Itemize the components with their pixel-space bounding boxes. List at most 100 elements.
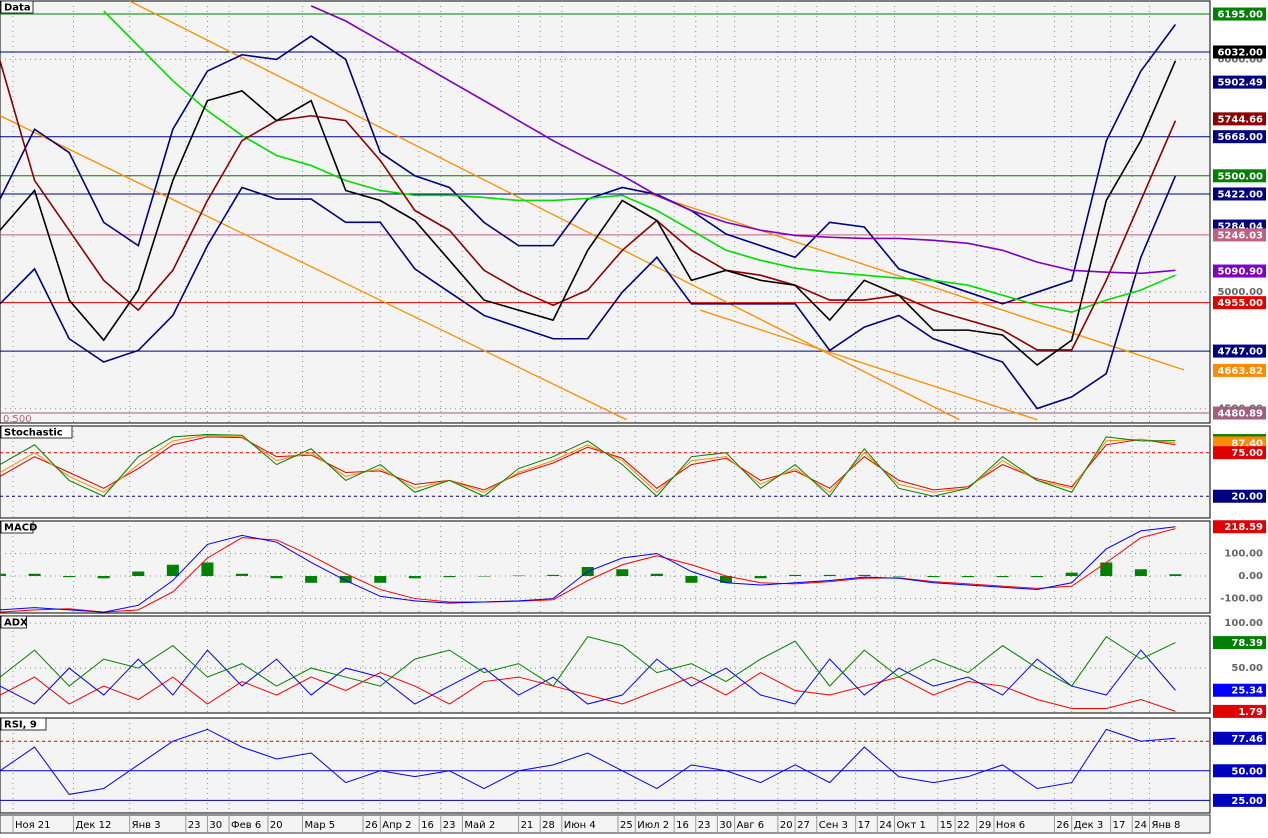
level-box — [1213, 363, 1266, 377]
x-tick-label: Май 2 — [464, 820, 495, 831]
x-tick-label: 27 — [797, 820, 810, 831]
x-tick-label: 16 — [676, 820, 689, 831]
histogram-bar — [478, 576, 490, 577]
x-tick-label: Ноя 21 — [15, 820, 51, 831]
x-tick-label: 22 — [957, 820, 970, 831]
panel-title-box — [0, 717, 47, 731]
series-line — [0, 175, 1177, 410]
level-label: 50.00 — [1231, 766, 1263, 777]
level-label: 5246.03 — [1217, 230, 1263, 241]
x-tick-label: 28 — [542, 820, 555, 831]
panel-title-box — [0, 615, 27, 629]
y-tick-label: 6000.00 — [1217, 54, 1263, 65]
y-tick-label: 5000.00 — [1217, 287, 1263, 298]
level-label: 5902.49 — [1217, 78, 1263, 89]
histogram-bar — [1169, 574, 1182, 577]
x-tick-label: Дек 3 — [1074, 820, 1104, 831]
x-tick-label: Ноя 6 — [996, 820, 1025, 831]
histogram-bar — [270, 576, 283, 579]
level-box — [1213, 130, 1266, 144]
series-line — [0, 528, 1176, 613]
histogram-bar — [616, 569, 629, 577]
histogram-bar — [97, 576, 110, 579]
level-box — [1213, 264, 1266, 278]
panel-title: Stochastic — [4, 428, 63, 439]
x-tick-label: 24 — [1134, 820, 1147, 831]
y-tick-label: 100.00 — [1224, 618, 1263, 629]
series-line — [0, 434, 1176, 493]
level-label: 6195.00 — [1217, 10, 1263, 21]
y-tick-label: -100.00 — [1220, 594, 1263, 605]
x-tick-label: Янв 8 — [1152, 820, 1181, 831]
series-line — [310, 5, 1176, 275]
y-tick-label: 0.00 — [1238, 571, 1263, 582]
x-tick-label: 21 — [521, 820, 534, 831]
panel-title-box — [0, 520, 34, 534]
histogram-bar — [28, 573, 41, 577]
histogram-bar — [858, 574, 871, 577]
annotation: 0.500 — [3, 414, 32, 425]
series-line — [0, 60, 1177, 351]
histogram-bar — [63, 576, 76, 578]
level-label: 5744.66 — [1217, 114, 1263, 125]
series-line — [0, 728, 1176, 795]
x-tick-label: 23 — [188, 820, 201, 831]
histogram-bar — [0, 573, 6, 577]
level-label: 87.40 — [1231, 438, 1263, 449]
x-tick-label: Мар 5 — [305, 820, 336, 831]
histogram-bar — [962, 576, 974, 578]
level-label: 5668.00 — [1217, 132, 1263, 143]
histogram-bar — [236, 573, 248, 577]
histogram-bar — [996, 576, 1009, 578]
x-tick-label: 16 — [421, 820, 434, 831]
level-box — [1213, 296, 1266, 310]
x-tick-label: 23 — [443, 820, 456, 831]
panel — [0, 616, 1210, 713]
x-tick-label: Фев 6 — [231, 820, 261, 831]
level-box — [1213, 636, 1266, 650]
level-label: 5284.04 — [1217, 222, 1263, 233]
panel-title: RSI, 9 — [4, 720, 37, 731]
level-box — [1213, 7, 1266, 21]
x-tick-label: 23 — [698, 820, 711, 831]
level-box — [1213, 520, 1266, 534]
x-tick-label: Окт 1 — [897, 820, 926, 831]
histogram-bar — [512, 575, 525, 577]
panel — [0, 718, 1210, 813]
x-tick-label: 20 — [270, 820, 283, 831]
panel-title: MACD — [4, 523, 37, 534]
x-tick-label: 15 — [940, 820, 953, 831]
level-box — [1213, 112, 1266, 126]
level-box — [1213, 344, 1266, 358]
histogram-bar — [685, 576, 698, 583]
histogram-bar — [408, 576, 421, 579]
level-label: 4747.00 — [1217, 347, 1263, 358]
histogram-bar — [201, 562, 214, 577]
x-tick-label: 17 — [1113, 820, 1126, 831]
level-label: 4663.82 — [1217, 366, 1263, 377]
level-box — [1213, 764, 1266, 778]
level-label: 6032.00 — [1217, 47, 1263, 58]
x-tick-label: Дек 12 — [75, 820, 111, 831]
histogram-bar — [1100, 562, 1113, 577]
level-label: 25.34 — [1231, 686, 1263, 697]
histogram-bar — [720, 576, 732, 583]
y-tick-label: 100.00 — [1224, 548, 1263, 559]
series-line — [0, 635, 1176, 687]
level-label: 5422.00 — [1217, 189, 1263, 200]
panel-background — [0, 717, 1211, 814]
y-tick-label: 50.00 — [1231, 663, 1263, 674]
level-box — [1213, 704, 1266, 718]
histogram-bar — [305, 576, 318, 583]
x-tick-label: 30 — [719, 820, 732, 831]
histogram-bar — [789, 574, 802, 577]
level-box — [1213, 489, 1266, 503]
level-box — [1213, 793, 1266, 807]
histogram-bar — [1065, 572, 1078, 577]
histogram-bar — [892, 576, 905, 577]
panel-title: Data — [4, 3, 31, 14]
level-box — [1213, 228, 1266, 242]
series-line — [0, 434, 1176, 497]
level-box — [1213, 45, 1266, 59]
